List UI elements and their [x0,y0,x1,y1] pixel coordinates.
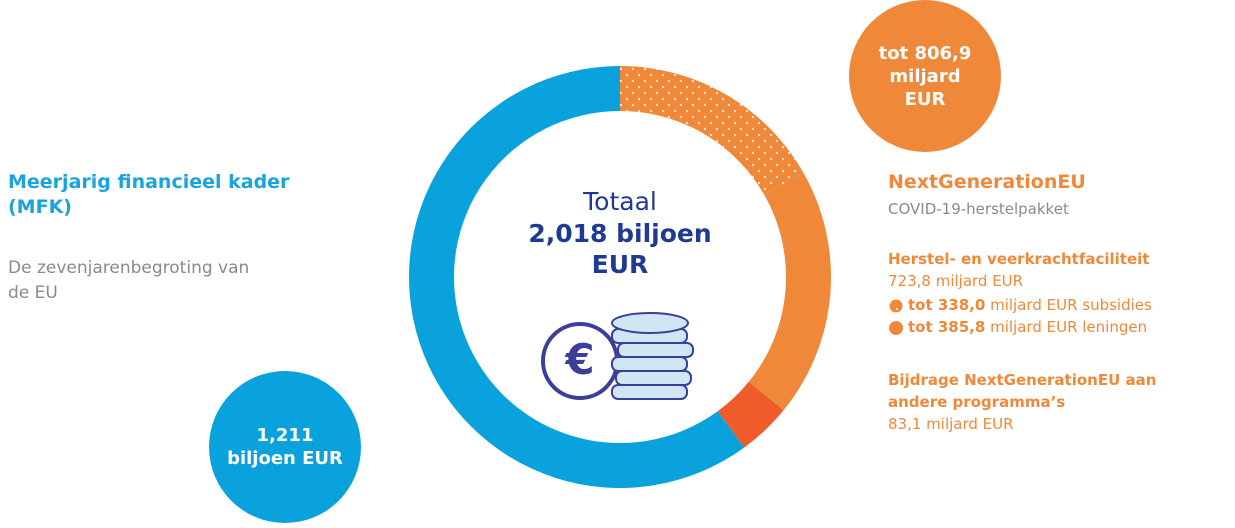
mfk-title: Meerjarig financieel kader (MFK) [8,171,290,218]
rrf-title: Herstel- en veerkrachtfaciliteit [888,250,1150,268]
legend-value: tot 338,0 [908,296,986,314]
legend-item: tot 385,8 miljard EUR leningen [908,316,1147,338]
coin-icon: € [541,312,694,400]
legend-item: tot 338,0 miljard EUR subsidies [908,294,1152,316]
legend-marker [889,321,903,335]
donut-segment [748,172,831,411]
mfk-value: 1,211 biljoen EUR [227,425,343,469]
svg-text:€: € [564,335,594,384]
center-title: Totaal [583,187,657,216]
mfk-subtitle: De zevenjarenbegroting van de EU [8,258,250,303]
donut-segment [717,381,784,448]
other-amount: 83,1 miljard EUR [888,415,1014,433]
other-title: Bijdrage NextGenerationEU aan andere pro… [888,371,1157,411]
legend-text: miljard EUR subsidies [990,296,1152,314]
legend-marker [889,299,903,313]
rrf-amount: 723,8 miljard EUR [888,272,1024,290]
ngeu-title: NextGenerationEU [888,171,1086,193]
ngeu-badge-text: tot 806,9 miljard EUR [878,42,972,110]
ngeu-subtitle: COVID-19-herstelpakket [888,200,1069,218]
ngeu-badge [849,0,1001,152]
legend-value: tot 385,8 [908,318,986,336]
legend-text: miljard EUR leningen [990,318,1148,336]
mfk-badge [209,371,361,523]
donut-segment [409,66,745,488]
center-total: 2,018 biljoen EUR [528,219,712,279]
donut-segment [620,66,804,195]
